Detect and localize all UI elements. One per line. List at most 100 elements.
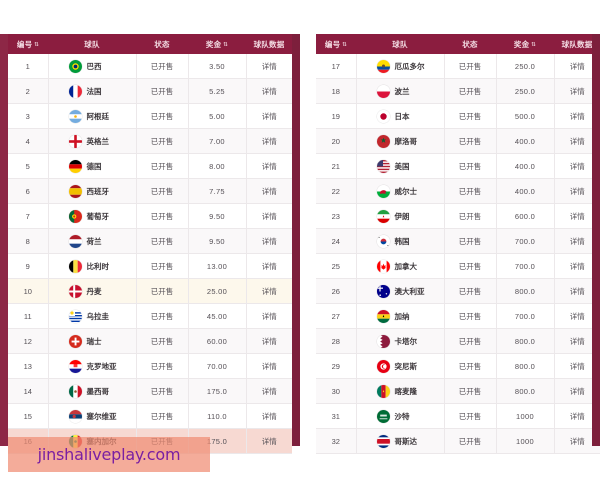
sort-icon[interactable]: ⇅ [34,41,40,48]
header-team[interactable]: 球队 [356,34,444,54]
table-row[interactable]: 29 突尼斯 已开售 800.0 详情 [316,353,600,379]
team-cell: 巴西 [49,59,136,73]
header-team-data[interactable]: 球队数据 [246,34,292,54]
status-badge: 已开售 [136,103,189,129]
team-name: 比利时 [86,261,110,271]
table-row[interactable]: 24 韩国 已开售 700.0 详情 [316,228,600,254]
header-prize[interactable]: 奖金 ⇅ [188,34,246,54]
cell-team: 荷兰 [48,228,137,254]
sort-icon[interactable]: ⇅ [531,41,537,48]
team-cell: 塞尔维亚 [49,409,136,423]
detail-link[interactable]: 详情 [246,153,292,179]
cell-team: 乌拉圭 [48,303,137,329]
status-badge: 已开售 [444,253,497,279]
header-id[interactable]: 编号 ⇅ [316,34,356,54]
flag-icon-wales [376,184,390,198]
table-row[interactable]: 25 加拿大 已开售 700.0 详情 [316,253,600,279]
detail-link[interactable]: 详情 [246,54,292,79]
detail-link[interactable]: 详情 [246,128,292,154]
detail-link[interactable]: 详情 [246,403,292,429]
cell-prize: 13.00 [188,253,247,279]
table-row[interactable]: 3 阿根廷 已开售 5.00 详情 [8,103,292,129]
detail-link[interactable]: 详情 [246,203,292,229]
header-team-data[interactable]: 球队数据 [554,34,600,54]
table-row[interactable]: 21 美国 已开售 400.0 详情 [316,153,600,179]
detail-link[interactable]: 详情 [246,303,292,329]
header-status[interactable]: 状态 [136,34,188,54]
table-row[interactable]: 4 英格兰 已开售 7.00 详情 [8,128,292,154]
table-row[interactable]: 23 伊朗 已开售 600.0 详情 [316,203,600,229]
cell-prize: 500.0 [496,103,555,129]
header-id[interactable]: 编号 ⇅ [8,34,48,54]
status-badge: 已开售 [444,378,497,404]
table-row[interactable]: 8 荷兰 已开售 9.50 详情 [8,228,292,254]
status-badge: 已开售 [444,353,497,379]
table-row[interactable]: 9 比利时 已开售 13.00 详情 [8,253,292,279]
detail-link[interactable]: 详情 [246,253,292,279]
table-row[interactable]: 22 威尔士 已开售 400.0 详情 [316,178,600,204]
table-row[interactable]: 6 西班牙 已开售 7.75 详情 [8,178,292,204]
detail-link[interactable]: 详情 [246,353,292,379]
cell-id: 4 [8,128,49,154]
detail-link[interactable]: 详情 [246,103,292,129]
table-row[interactable]: 2 法国 已开售 5.25 详情 [8,78,292,104]
team-cell: 英格兰 [49,134,136,148]
table-row[interactable]: 30 喀麦隆 已开售 800.0 详情 [316,378,600,404]
table-row[interactable]: 1 巴西 已开售 3.50 详情 [8,54,292,79]
header-team[interactable]: 球队 [48,34,136,54]
cell-prize: 700.0 [496,253,555,279]
team-cell: 墨西哥 [49,384,136,398]
table-row[interactable]: 13 克罗地亚 已开售 70.00 详情 [8,353,292,379]
table-body-right: 17 厄瓜多尔 已开售 250.0 详情 18 波兰 已开售 250.0 详情 19 日本 已开售 500… [316,54,600,454]
team-cell: 比利时 [49,259,136,273]
cell-prize: 25.00 [188,278,247,304]
table-row[interactable]: 7 葡萄牙 已开售 9.50 详情 [8,203,292,229]
detail-link[interactable]: 详情 [246,278,292,304]
team-cell: 威尔士 [357,184,444,198]
sort-icon[interactable]: ⇅ [342,41,348,48]
detail-link[interactable]: 详情 [246,178,292,204]
table-row[interactable]: 10 丹麦 已开售 25.00 详情 [8,278,292,304]
table-row[interactable]: 5 德国 已开售 8.00 详情 [8,153,292,179]
team-cell: 波兰 [357,84,444,98]
table-row[interactable]: 28 卡塔尔 已开售 800.0 详情 [316,328,600,354]
status-badge: 已开售 [136,278,189,304]
cell-team: 美国 [356,153,445,179]
sort-icon[interactable]: ⇅ [223,41,229,48]
cell-team: 厄瓜多尔 [356,54,445,79]
team-name: 波兰 [394,86,410,96]
team-cell: 喀麦隆 [357,384,444,398]
detail-link[interactable]: 详情 [246,378,292,404]
table-row[interactable]: 14 墨西哥 已开售 175.0 详情 [8,378,292,404]
cell-id: 29 [316,353,357,379]
table-row[interactable]: 17 厄瓜多尔 已开售 250.0 详情 [316,54,600,79]
table-row[interactable]: 26 澳大利亚 已开售 800.0 详情 [316,278,600,304]
table-row[interactable]: 11 乌拉圭 已开售 45.00 详情 [8,303,292,329]
detail-link[interactable]: 详情 [246,328,292,354]
table-row[interactable]: 19 日本 已开售 500.0 详情 [316,103,600,129]
status-badge: 已开售 [444,403,497,429]
cell-team: 摩洛哥 [356,128,445,154]
detail-link[interactable]: 详情 [246,228,292,254]
status-badge: 已开售 [136,228,189,254]
table-row[interactable]: 18 波兰 已开售 250.0 详情 [316,78,600,104]
header-prize[interactable]: 奖金 ⇅ [496,34,554,54]
table-row[interactable]: 27 加纳 已开售 700.0 详情 [316,303,600,329]
team-cell: 哥斯达 [357,434,444,448]
cell-id: 24 [316,228,357,254]
table-row[interactable]: 31 沙特 已开售 1000 详情 [316,403,600,429]
flag-icon-iran [376,209,390,223]
cell-team: 英格兰 [48,128,137,154]
detail-link[interactable]: 详情 [246,78,292,104]
header-status[interactable]: 状态 [444,34,496,54]
table-row[interactable]: 20 摩洛哥 已开售 400.0 详情 [316,128,600,154]
cell-prize: 8.00 [188,153,247,179]
flag-icon-france [68,84,82,98]
table-row[interactable]: 32 哥斯达 已开售 1000 详情 [316,428,600,454]
detail-link[interactable]: 详情 [246,428,292,454]
cell-team: 韩国 [356,228,445,254]
table-row[interactable]: 15 塞尔维亚 已开售 110.0 详情 [8,403,292,429]
team-name: 突尼斯 [394,361,418,371]
table-row[interactable]: 12 瑞士 已开售 60.00 详情 [8,328,292,354]
status-badge: 已开售 [444,428,497,454]
